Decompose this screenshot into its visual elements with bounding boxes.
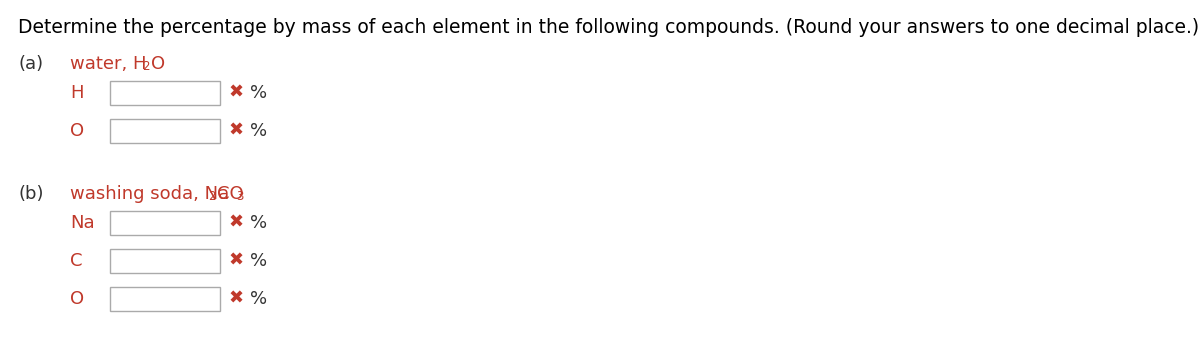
Text: H: H bbox=[70, 84, 84, 102]
Text: Determine the percentage by mass of each element in the following compounds. (Ro: Determine the percentage by mass of each… bbox=[18, 18, 1199, 37]
Text: (b): (b) bbox=[18, 185, 43, 203]
Text: %: % bbox=[250, 84, 268, 102]
Text: O: O bbox=[70, 290, 84, 308]
Text: %: % bbox=[250, 214, 268, 232]
Text: washing soda, Na: washing soda, Na bbox=[70, 185, 229, 203]
Text: %: % bbox=[250, 252, 268, 270]
Text: 2: 2 bbox=[208, 190, 216, 203]
FancyBboxPatch shape bbox=[110, 249, 220, 273]
Text: C: C bbox=[70, 252, 83, 270]
Text: ✖: ✖ bbox=[228, 84, 244, 102]
Text: ✖: ✖ bbox=[228, 122, 244, 140]
Text: O: O bbox=[70, 122, 84, 140]
Text: 3: 3 bbox=[236, 190, 244, 203]
FancyBboxPatch shape bbox=[110, 81, 220, 105]
Text: Na: Na bbox=[70, 214, 95, 232]
Text: ✖: ✖ bbox=[228, 214, 244, 232]
Text: %: % bbox=[250, 290, 268, 308]
FancyBboxPatch shape bbox=[110, 287, 220, 311]
Text: CO: CO bbox=[217, 185, 244, 203]
Text: water, H: water, H bbox=[70, 55, 146, 73]
Text: %: % bbox=[250, 122, 268, 140]
Text: O: O bbox=[151, 55, 166, 73]
Text: 2: 2 bbox=[142, 60, 150, 73]
FancyBboxPatch shape bbox=[110, 211, 220, 235]
Text: (a): (a) bbox=[18, 55, 43, 73]
Text: ✖: ✖ bbox=[228, 252, 244, 270]
Text: ✖: ✖ bbox=[228, 290, 244, 308]
FancyBboxPatch shape bbox=[110, 119, 220, 143]
